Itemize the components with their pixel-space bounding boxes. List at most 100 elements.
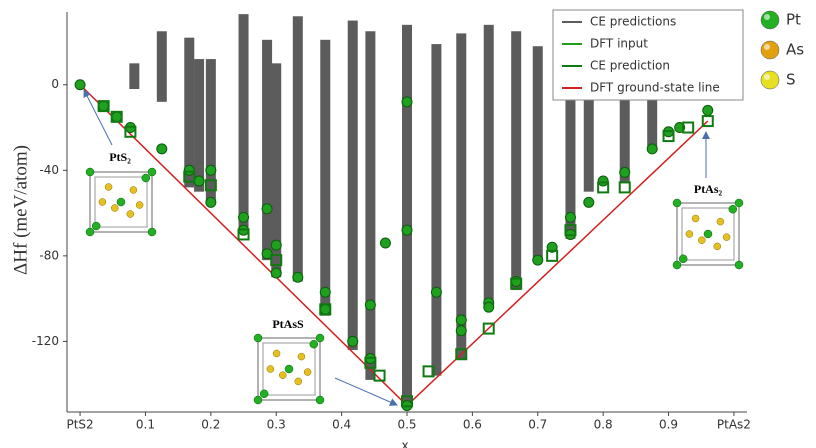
element-highlight [764,44,770,50]
atom [99,199,106,206]
atom [260,390,268,398]
atom [673,199,681,207]
structures [86,168,743,404]
atom [254,334,262,342]
atom [295,378,302,385]
chart: 0-40-80-120PtS20.10.20.30.40.50.60.70.80… [0,0,816,448]
ce-prediction-range [129,63,139,89]
dft-input-point [647,144,657,154]
dft-input-point [365,300,375,310]
x-tick-label: PtS2 [66,418,93,432]
atom [105,184,112,191]
element-legend: Pt As S [761,11,804,90]
dft-input-point [112,112,122,122]
x-tick-label: 0.3 [267,418,286,432]
dft-input-point [620,167,630,177]
dft-input-point [262,204,272,214]
element-sphere [761,11,779,29]
x-tick-label: 0.9 [659,418,678,432]
atom [316,334,324,342]
atom [86,228,94,236]
ground-state-line [80,85,708,406]
dft-input-point [431,287,441,297]
dft-input-point [157,144,167,154]
element-label: Pt [786,11,801,29]
arrow [84,90,112,145]
ce-prediction-range [239,14,249,230]
y-tick-label: -80 [39,248,59,262]
ce-prediction-range [402,25,412,406]
dft-input-point [75,80,85,90]
ce-prediction-range [431,44,441,376]
dft-input-point [293,272,303,282]
element-label: As [786,41,804,59]
atom [735,261,743,269]
atom [673,261,681,269]
x-tick-label: 0.6 [463,418,482,432]
atom [111,205,118,212]
dft-input-point [194,176,204,186]
ce-prediction-range [647,95,657,148]
y-axis-label: ΔHf (meV/atom) [10,145,31,275]
dft-input-point [380,238,390,248]
atom [130,187,137,194]
dft-input-point [484,302,494,312]
x-tick-label: 0.5 [397,418,416,432]
atom [316,396,324,404]
atom [254,396,262,404]
ce-prediction-range [533,46,543,260]
ce-prediction-range [293,16,303,281]
atom [285,365,293,373]
atom [279,372,286,379]
atom [273,350,280,357]
y-tick-label: 0 [51,77,59,91]
ce-prediction-range [511,31,521,290]
atom [686,231,693,238]
dft-input-point [271,268,281,278]
y-tick-label: -40 [39,163,59,177]
dft-input-point [320,287,330,297]
ce-prediction-point [620,182,630,192]
dft-input-point [320,304,330,314]
dft-input-point [184,165,194,175]
x-tick-label: 0.4 [332,418,351,432]
annotation: PtS₂ [109,150,131,164]
dft-input-point [402,97,412,107]
dft-input-point [456,326,466,336]
atom [310,340,318,348]
x-tick-label: 0.7 [528,418,547,432]
legend-label: DFT ground-state line [590,81,720,95]
x-axis-label: x [401,439,408,448]
dft-input-point [584,197,594,207]
atom [679,255,687,263]
ce-prediction-range [157,31,167,102]
element-sphere [761,71,779,89]
y-tick-label: -120 [32,334,59,348]
atom [714,243,721,250]
atom [298,353,305,360]
atom [86,168,94,176]
dft-input-point [239,212,249,222]
ce-prediction-range [456,33,466,358]
legend-label: CE prediction [590,59,670,73]
atom [692,215,699,222]
element-label: S [786,71,796,89]
dft-input-point [456,315,466,325]
atom [148,168,156,176]
ce-prediction-range [365,31,375,380]
x-tick-label: 0.2 [201,418,220,432]
annotation: PtAs₂ [694,182,723,196]
ce-prediction-range [320,40,330,316]
ce-prediction-range [484,25,494,309]
dft-input-point [348,336,358,346]
atom [723,234,730,241]
dft-input-point [271,240,281,250]
dft-input-point [565,212,575,222]
atom [267,366,274,373]
atom [92,222,100,230]
atom [729,205,737,213]
annotation: PtAsS [272,317,304,331]
atom [148,228,156,236]
dft-input-point [206,197,216,207]
